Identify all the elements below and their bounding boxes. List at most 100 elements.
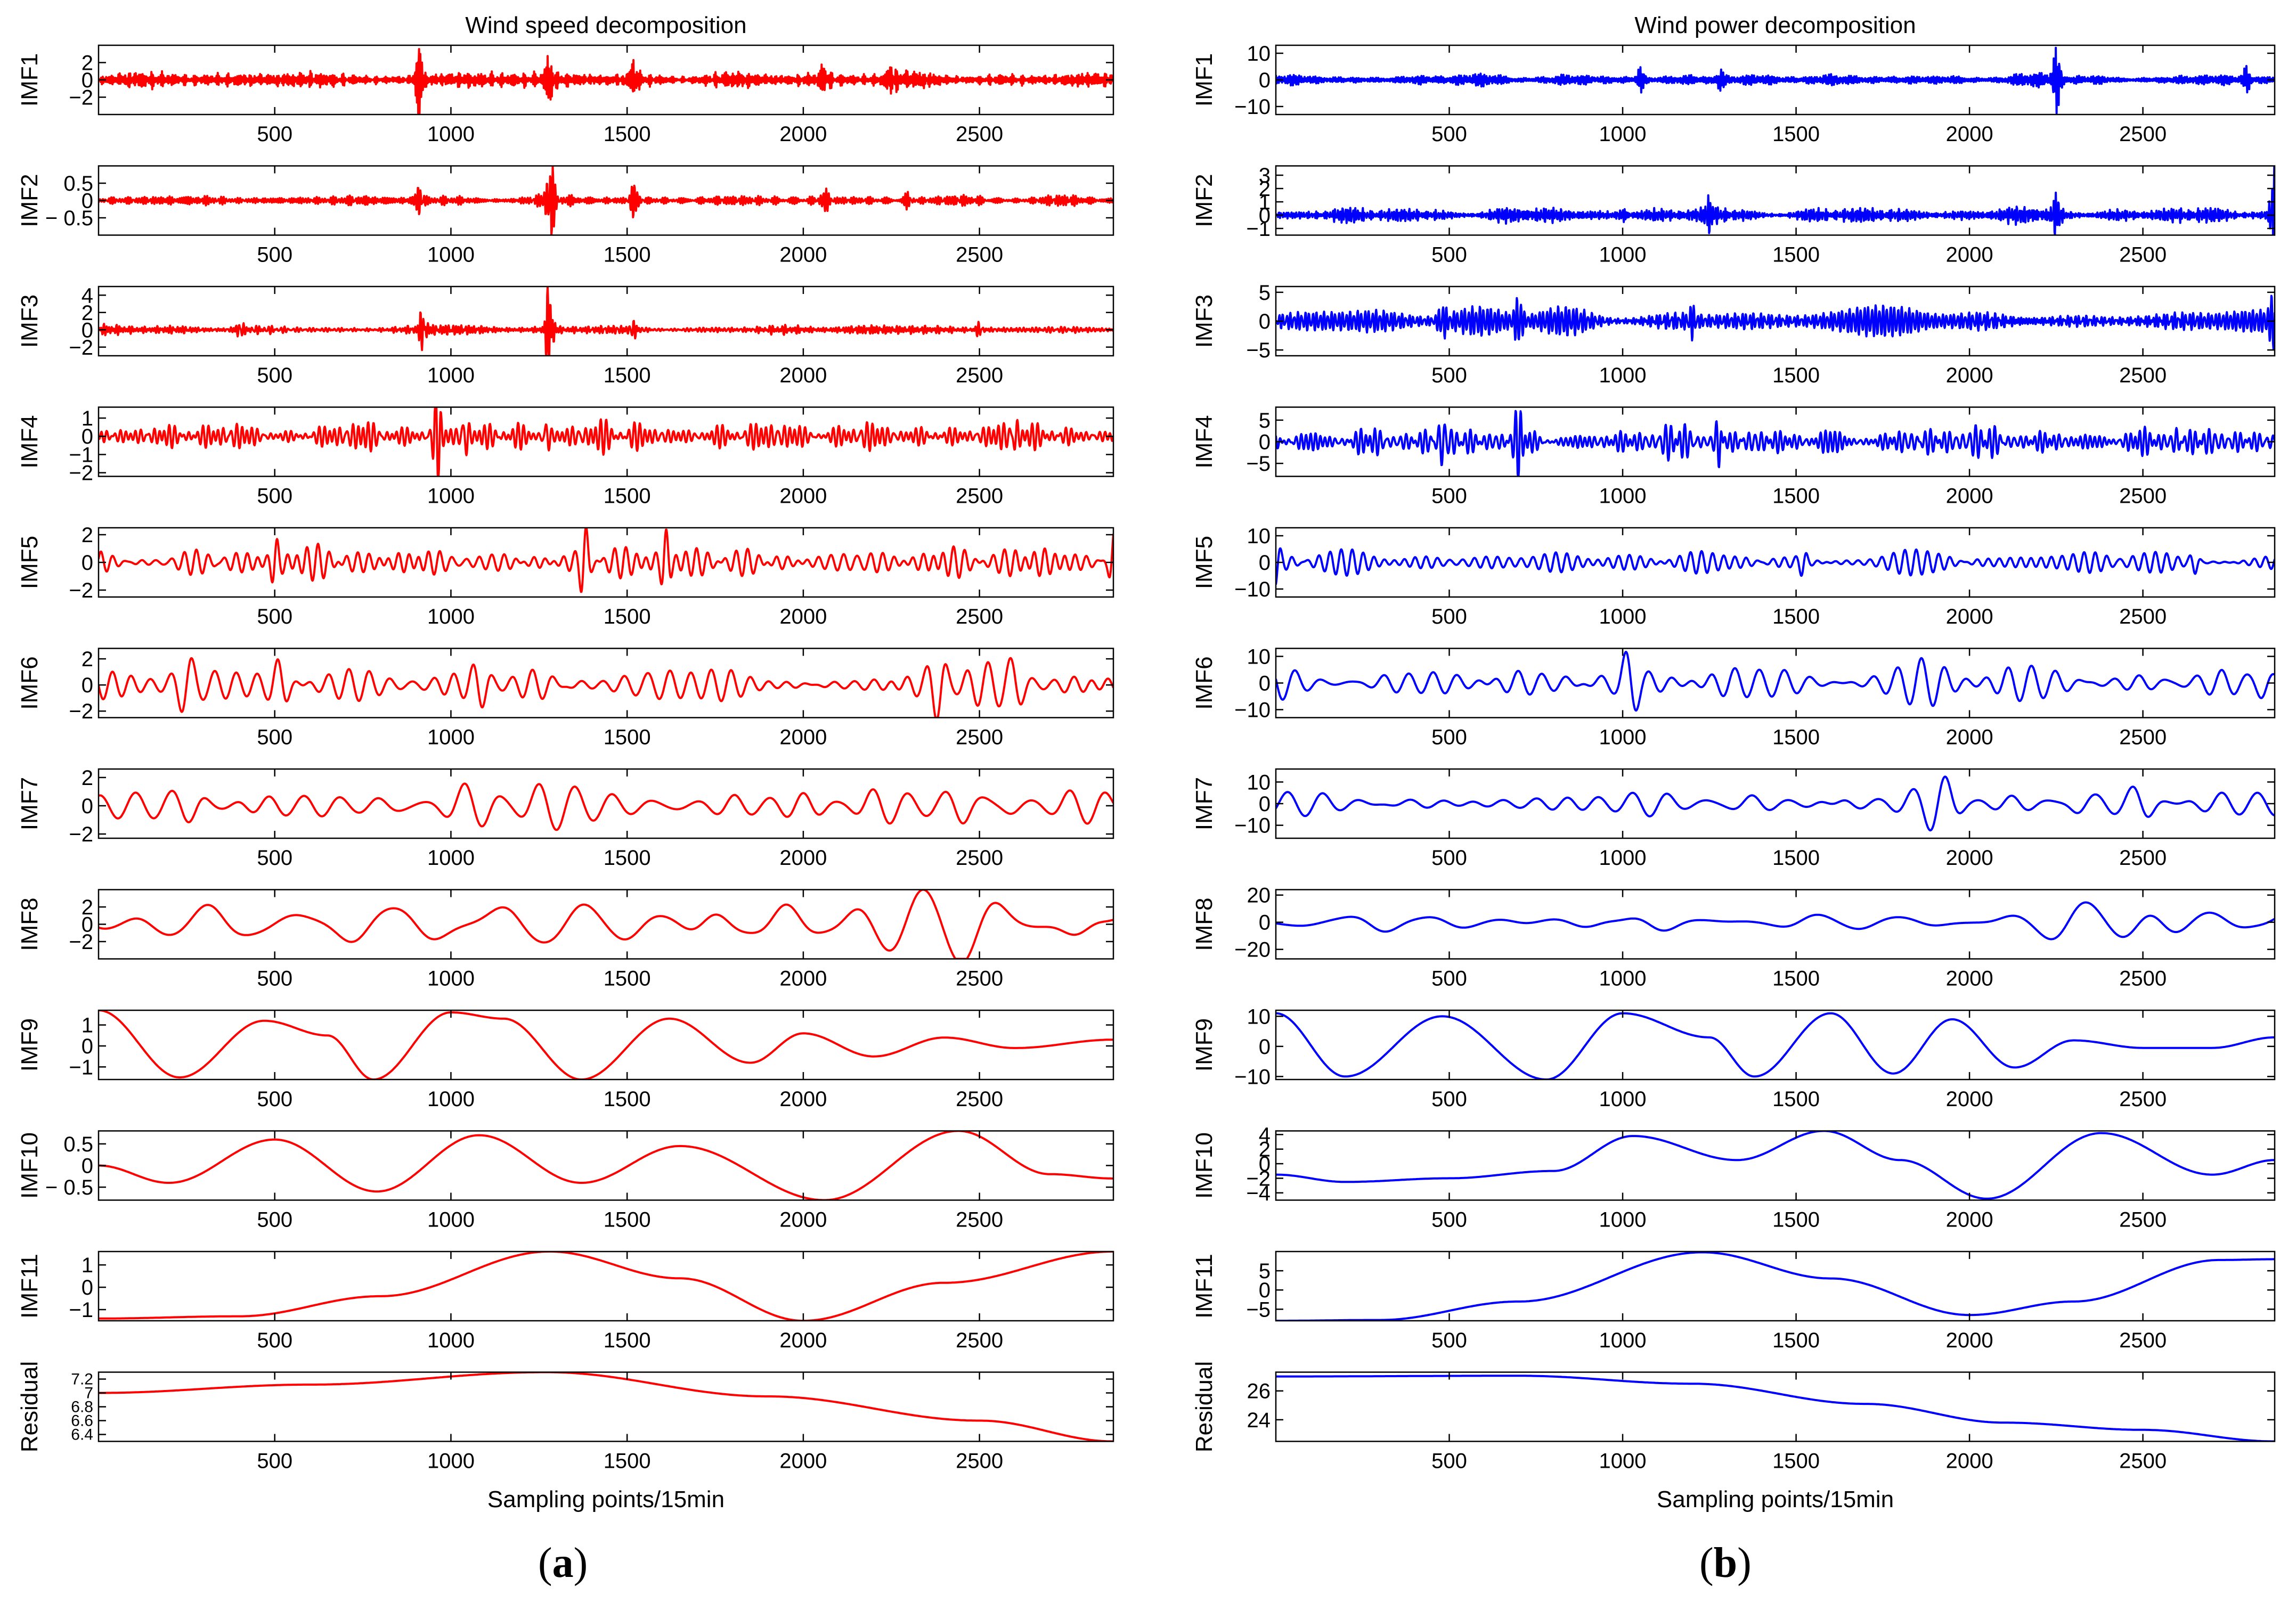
x-tick-label: 1500 <box>604 122 651 146</box>
x-tick-label: 1000 <box>1599 846 1647 870</box>
x-tick-label: 2500 <box>2119 485 2167 508</box>
y-tick-label: −20 <box>1234 938 1271 962</box>
y-tick-label: 5 <box>1259 409 1271 432</box>
y-tick-label: 5 <box>1259 281 1271 305</box>
x-tick-label: 500 <box>1431 846 1467 870</box>
x-tick-label: 1500 <box>1772 485 1820 508</box>
y-tick-label: 0 <box>1259 1035 1271 1059</box>
y-tick-label: −2 <box>69 86 93 110</box>
y-tick-label: 1 <box>82 407 93 430</box>
y-tick-label: 26 <box>1247 1380 1271 1403</box>
x-tick-label: 2000 <box>779 1087 827 1111</box>
x-tick-label: 1000 <box>427 846 475 870</box>
y-axis-label: IMF11 <box>17 1254 43 1318</box>
y-tick-label: 0 <box>82 674 93 697</box>
x-tick-label: 2500 <box>956 243 1003 267</box>
x-tick-label: 500 <box>1431 967 1467 991</box>
y-tick-label: 0 <box>82 551 93 575</box>
x-tick-label: 1000 <box>427 1087 475 1111</box>
panel-frame <box>97 1130 1114 1201</box>
x-tick-label: 500 <box>257 485 292 508</box>
x-tick-label: 2000 <box>779 122 827 146</box>
y-tick-label: −2 <box>69 579 93 602</box>
y-tick-label: 2 <box>82 896 93 919</box>
panel-imf5: −10 0 10 500 1000 1500 2000 2500 IMF5 <box>1191 525 2276 628</box>
y-tick-label: 6.8 <box>71 1399 93 1416</box>
x-tick-label: 1500 <box>604 1087 651 1111</box>
x-tick-label: 2500 <box>2119 364 2167 387</box>
y-axis-label: IMF11 <box>1191 1254 1217 1318</box>
y-tick-label: 1 <box>1259 191 1271 214</box>
y-tick-label: 0 <box>82 795 93 818</box>
x-tick-label: 2000 <box>1946 364 1993 387</box>
y-tick-label: −2 <box>1246 1167 1271 1190</box>
y-tick-label: −10 <box>1234 699 1271 722</box>
y-axis-label: IMF6 <box>1191 656 1217 709</box>
series-line-residual <box>1276 1375 2275 1442</box>
x-tick-label: 2000 <box>779 967 827 991</box>
y-tick-label: −10 <box>1234 1065 1271 1089</box>
x-tick-label: 2500 <box>2119 846 2167 870</box>
x-tick-label: 2500 <box>956 726 1003 749</box>
y-tick-label: 7.2 <box>71 1371 93 1388</box>
x-tick-label: 1000 <box>1599 967 1647 991</box>
x-tick-label: 500 <box>1431 364 1467 387</box>
x-tick-label: 2000 <box>1946 605 1993 628</box>
x-axis-label: Sampling points/15min <box>1657 1486 1894 1512</box>
x-tick-label: 2000 <box>1946 846 1993 870</box>
x-tick-label: 500 <box>257 1450 292 1473</box>
chart-title: Wind power decomposition <box>1634 12 1916 38</box>
x-tick-label: 2000 <box>1946 243 1993 267</box>
y-tick-label: − 0.5 <box>45 1176 93 1199</box>
x-tick-label: 1500 <box>1772 726 1820 749</box>
y-tick-label: 0.5 <box>63 172 93 195</box>
y-tick-label: 10 <box>1247 42 1271 66</box>
x-tick-label: 1000 <box>427 967 475 991</box>
x-tick-label: 2500 <box>2119 122 2167 146</box>
panel-residual: 6.46.66.877.2 500 1000 1500 2000 2500 Residual <box>17 1361 1114 1473</box>
x-tick-label: 1500 <box>1772 967 1820 991</box>
series-line-imf4 <box>1276 410 2275 477</box>
x-tick-label: 2500 <box>956 1208 1003 1232</box>
panel-imf1: −10 0 10 500 1000 1500 2000 2500 IMF1 <box>1191 42 2276 146</box>
y-tick-label: 2 <box>1259 177 1271 201</box>
y-tick-label: 0 <box>1259 551 1271 575</box>
x-tick-label: 500 <box>257 1087 292 1111</box>
y-tick-label: −2 <box>69 823 93 846</box>
x-tick-label: 1000 <box>1599 1329 1647 1352</box>
x-tick-label: 2500 <box>2119 726 2167 749</box>
x-tick-label: 2500 <box>2119 1208 2167 1232</box>
y-tick-label: 0 <box>1259 911 1271 935</box>
x-tick-label: 1500 <box>1772 605 1820 628</box>
y-tick-label: −5 <box>1246 452 1271 476</box>
x-tick-label: 500 <box>1431 243 1467 267</box>
x-tick-label: 2500 <box>956 1450 1003 1473</box>
y-tick-label: 0 <box>1259 69 1271 92</box>
y-axis-label: IMF3 <box>17 295 43 348</box>
x-tick-label: 2500 <box>2119 243 2167 267</box>
x-tick-label: 500 <box>257 846 292 870</box>
y-tick-label: 0 <box>1259 1152 1271 1176</box>
panel-imf8: −20 0 20 500 1000 1500 2000 2500 IMF8 <box>1191 884 2276 991</box>
y-axis-label: Residual <box>17 1361 43 1452</box>
y-tick-label: −2 <box>69 336 93 359</box>
y-tick-label: 10 <box>1247 1005 1271 1028</box>
x-tick-label: 1500 <box>1772 1208 1820 1232</box>
series-line-imf4 <box>99 407 1113 477</box>
panel-frame <box>1275 768 2276 839</box>
y-tick-label: 10 <box>1247 645 1271 669</box>
y-tick-label: −5 <box>1246 339 1271 362</box>
x-tick-label: 2000 <box>779 364 827 387</box>
x-tick-label: 500 <box>1431 1208 1467 1232</box>
y-tick-label: 0.5 <box>63 1133 93 1156</box>
series-line-imf5 <box>99 528 1113 593</box>
y-tick-label: 0 <box>82 425 93 448</box>
y-tick-label: 6.4 <box>71 1426 93 1444</box>
panel-frame <box>1275 1130 2276 1201</box>
x-tick-label: 1000 <box>1599 726 1647 749</box>
x-tick-label: 2000 <box>1946 967 1993 991</box>
y-tick-label: 7 <box>84 1385 93 1402</box>
x-tick-label: 1000 <box>1599 485 1647 508</box>
